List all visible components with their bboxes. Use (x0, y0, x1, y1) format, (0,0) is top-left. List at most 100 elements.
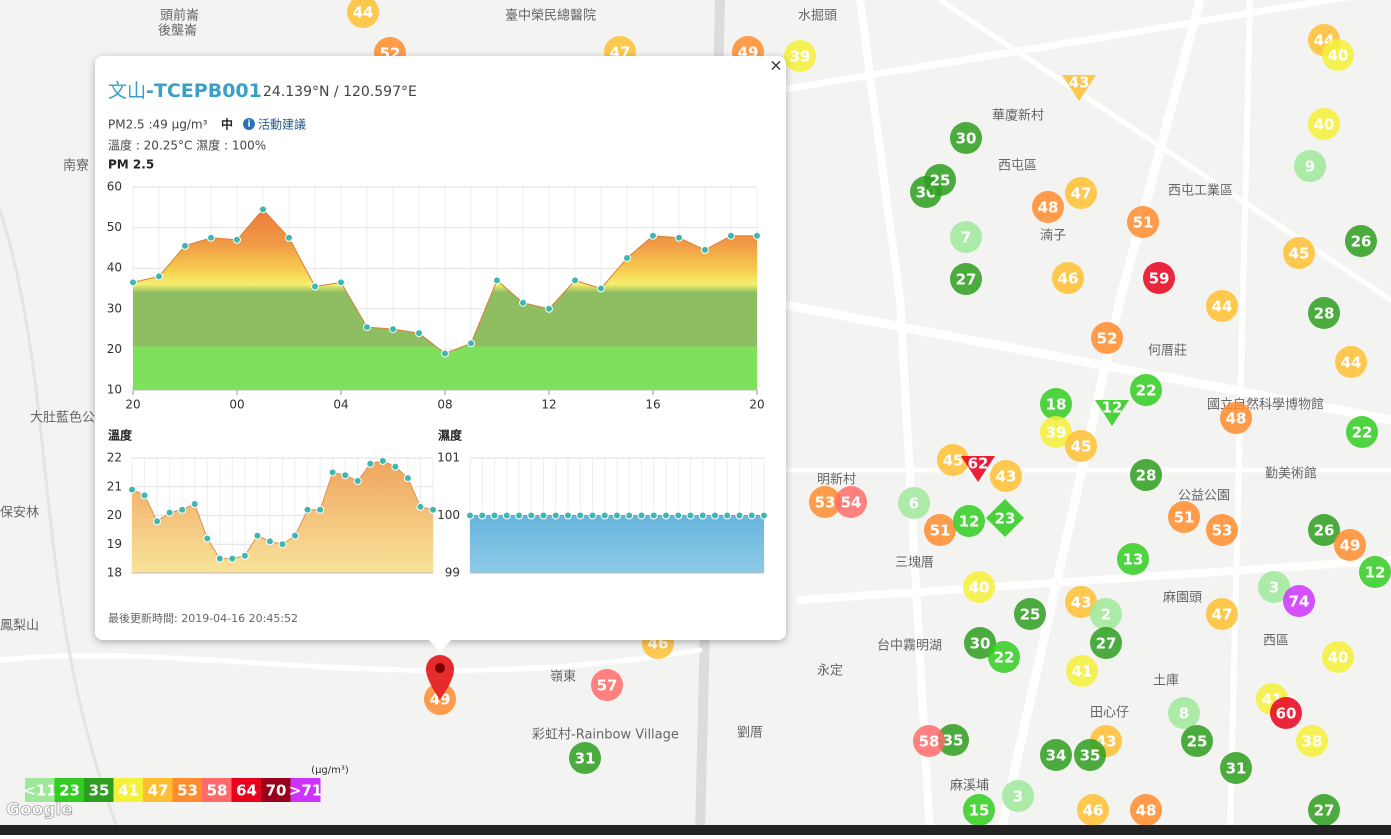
place-label: 水掘頭 (798, 9, 837, 24)
station-marker (1168, 501, 1200, 533)
station-marker (1052, 262, 1084, 294)
x-tick-label: 20 (749, 398, 764, 412)
legend-label: 41 (118, 782, 139, 800)
coords: 24.139°N / 120.597°E (263, 84, 417, 100)
station-value: 22 (1352, 424, 1373, 442)
y-tick-label: 18 (107, 566, 122, 580)
point (527, 511, 536, 520)
station-value: 62 (968, 455, 989, 473)
x-tick-label: 16 (645, 398, 660, 412)
legend-swatch (84, 778, 114, 802)
point (259, 205, 267, 214)
bottom-bar (0, 825, 1391, 835)
place-label: 勤美術館 (1265, 467, 1317, 482)
station-marker (1040, 416, 1072, 448)
place-label: 三塊厝 (895, 555, 934, 571)
advice-link[interactable]: 活動建議 (258, 118, 306, 132)
x-tick-label: 12 (541, 398, 556, 412)
popup-title: 文山-TCEPB001 (108, 80, 262, 102)
place-label: 劉厝 (737, 726, 763, 741)
station-value: 54 (841, 494, 862, 512)
point (613, 511, 621, 520)
station-value: 45 (1289, 245, 1310, 263)
point (429, 505, 437, 514)
station-value: 31 (1226, 760, 1247, 778)
point (441, 349, 449, 358)
station-marker (1308, 794, 1340, 826)
station-value: 45 (943, 452, 964, 470)
point (311, 282, 319, 291)
station-value: 52 (1097, 330, 1118, 348)
place-label: 華廈新村 (992, 108, 1044, 124)
station-value: 47 (1071, 185, 1092, 203)
legend-swatch (261, 778, 291, 802)
station-marker (1117, 543, 1149, 575)
point (674, 511, 683, 520)
x-tick-label: 04 (333, 398, 348, 412)
station-value: 51 (1133, 214, 1154, 232)
station-marker (1077, 794, 1109, 826)
point (515, 511, 523, 520)
station-marker (1127, 206, 1159, 238)
station-value: 30 (970, 635, 991, 653)
point (649, 231, 657, 240)
point (539, 511, 548, 520)
station-value: 31 (575, 750, 596, 768)
pm-reading: PM2.5 :49 μg/m³ (108, 118, 208, 132)
point (316, 505, 325, 514)
station-marker (1335, 346, 1367, 378)
legend-label: 35 (89, 782, 110, 800)
place-label: 鳳梨山 (0, 619, 39, 634)
station-value: 48 (1136, 802, 1157, 820)
station-value: 51 (930, 522, 951, 540)
station-value: 35 (943, 732, 964, 750)
chart-title: 溫度 (108, 428, 133, 443)
station-marker (569, 742, 601, 774)
point (303, 505, 312, 514)
point (253, 531, 262, 540)
station-marker (1206, 290, 1238, 322)
point (415, 329, 423, 338)
legend-label: 23 (59, 782, 80, 800)
point (753, 231, 761, 240)
station-marker (591, 669, 623, 701)
station-value: 28 (1136, 467, 1157, 485)
station-value: 2 (1101, 606, 1111, 624)
legend-label: 58 (207, 782, 228, 800)
x-tick-label: 08 (437, 398, 452, 412)
station-marker (1091, 322, 1123, 354)
station-value: 48 (1226, 410, 1247, 428)
point (140, 491, 149, 500)
station-marker (898, 487, 930, 519)
x-tick-label: 00 (229, 398, 244, 412)
station-value: 8 (1179, 705, 1189, 723)
selected-pin[interactable] (426, 655, 454, 700)
station-name: 文山 (108, 80, 146, 102)
station-marker (1014, 598, 1046, 630)
station-value: 74 (1289, 593, 1310, 611)
point (760, 511, 768, 520)
point (416, 502, 425, 511)
info-icon[interactable] (243, 118, 255, 130)
station-marker (1065, 586, 1097, 618)
station-value: 46 (1058, 270, 1079, 288)
station-marker (953, 505, 985, 537)
place-label: 臺中榮民總醫院 (505, 8, 596, 24)
station-value: 40 (1328, 649, 1349, 667)
station-value: 39 (790, 48, 811, 66)
station-value: 18 (1046, 396, 1067, 414)
station-marker (1334, 529, 1366, 561)
close-button[interactable]: × (769, 56, 782, 75)
station-marker (1065, 430, 1097, 462)
station-value: 25 (1187, 733, 1208, 751)
station-marker (1130, 794, 1162, 826)
point (366, 459, 375, 468)
legend-swatch (113, 778, 144, 802)
station-value: 22 (994, 649, 1015, 667)
y-tick-label: 40 (107, 261, 122, 275)
station-marker (1346, 416, 1378, 448)
point (623, 254, 631, 263)
station-marker (1062, 75, 1096, 101)
point (698, 511, 707, 520)
place-label: 麻園頭 (1163, 591, 1202, 606)
